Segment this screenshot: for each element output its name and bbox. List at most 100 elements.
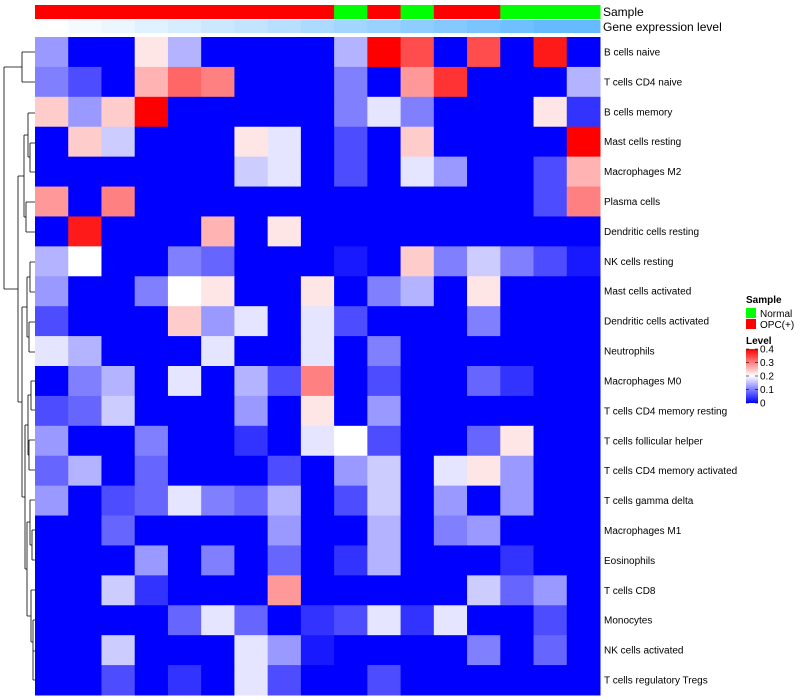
heatmap-cell [433,395,468,427]
heatmap-cell [68,366,102,397]
heatmap-cell [566,216,601,247]
heatmap-cell [367,37,402,68]
heatmap-cell [334,156,368,188]
expression-annotation-cell [566,20,601,33]
heatmap-cell [533,126,568,158]
heatmap-cell [35,515,69,546]
heatmap-cell [400,395,435,427]
heatmap-cell [367,96,402,128]
heatmap-cell [566,515,601,546]
sample-annotation-cell [68,5,102,19]
heatmap-cell [267,246,302,277]
row-label: T cells follicular helper [604,436,703,447]
heatmap-cell [167,216,202,247]
heatmap-cell [566,156,601,188]
heatmap-cell [35,635,69,666]
heatmap-cell [68,306,102,337]
row-label: Macrophages M2 [604,167,682,178]
heatmap-cell [533,635,568,666]
heatmap-cell [500,246,535,277]
heatmap-cell [400,156,435,188]
row-label: Mast cells resting [604,137,681,148]
row-dendrogram [3,51,35,681]
heatmap-cell [300,605,335,636]
heatmap-cell [533,37,568,68]
heatmap-cell [533,515,568,546]
heatmap-cell [267,605,302,636]
heatmap-cell [134,485,169,517]
heatmap-cell [334,186,368,217]
expression-annotation-cell [300,20,335,33]
heatmap-cell [467,37,501,68]
heatmap-cell [533,455,568,487]
heatmap-cell [167,336,202,367]
heatmap-cell [334,425,368,457]
heatmap-cell [267,425,302,457]
heatmap-cell [201,605,235,636]
heatmap-cell [134,156,169,188]
heatmap-cell [334,366,368,397]
heatmap-cell [533,665,568,696]
expression-annotation-cell [533,20,568,33]
heatmap-cell [134,216,169,247]
heatmap-cell [533,246,568,277]
heatmap-cell [467,336,501,367]
expression-annotation-label: Gene expression level [603,20,722,34]
heatmap-cell [334,515,368,546]
level-tick-label: 0.2 [760,372,774,383]
heatmap-cell [101,545,136,576]
heatmap-cell [400,66,435,98]
heatmap-cell [566,605,601,636]
heatmap-cell [101,186,136,217]
heatmap-cell [300,575,335,606]
row-label: T cells CD8 [604,586,656,597]
heatmap-cell [433,126,468,158]
legend-label-normal: Normal [760,309,792,320]
heatmap-cell [68,246,102,277]
heatmap-cell [167,635,202,666]
heatmap-cell [267,485,302,517]
expression-annotation-cell [101,20,136,33]
heatmap-cell [533,485,568,517]
expression-annotation-cell [234,20,269,33]
sample-annotation-cell [134,5,169,19]
heatmap-cell [267,156,302,188]
heatmap-cell [201,366,235,397]
heatmap-cell [566,665,601,696]
heatmap-cell [467,66,501,98]
heatmap-cell [167,545,202,576]
heatmap-cell [334,246,368,277]
heatmap-cell [334,635,368,666]
heatmap-cell [267,635,302,666]
heatmap-cell [367,216,402,247]
expression-annotation-cell [267,20,302,33]
sample-annotation-cell [300,5,335,19]
heatmap-cell [400,37,435,68]
heatmap-cell [566,395,601,427]
sample-annotation-cell [201,5,235,19]
expression-annotation-cell [367,20,402,33]
heatmap-cell [433,66,468,98]
heatmap-cell [334,66,368,98]
heatmap-cell [500,665,535,696]
heatmap-cell [334,575,368,606]
expression-annotation-cell [500,20,535,33]
heatmap-cell [400,276,435,307]
level-legend-ticks: 0.4 0.3 0.2 0.1 0 [746,345,774,410]
heatmap-cell [134,605,169,636]
heatmap-cell [201,96,235,128]
level-tick-label: 0.3 [760,358,774,369]
heatmap-cell [533,216,568,247]
heatmap-cell [500,66,535,98]
heatmap-cell [101,37,136,68]
heatmap-cell [234,37,269,68]
heatmap-cell [267,216,302,247]
heatmap-cell [300,395,335,427]
heatmap-cell [367,276,402,307]
heatmap-cell [68,395,102,427]
heatmap-cell [167,126,202,158]
heatmap-cell [300,306,335,337]
heatmap-cell [134,96,169,128]
heatmap-cell [267,96,302,128]
heatmap-cell [68,485,102,517]
